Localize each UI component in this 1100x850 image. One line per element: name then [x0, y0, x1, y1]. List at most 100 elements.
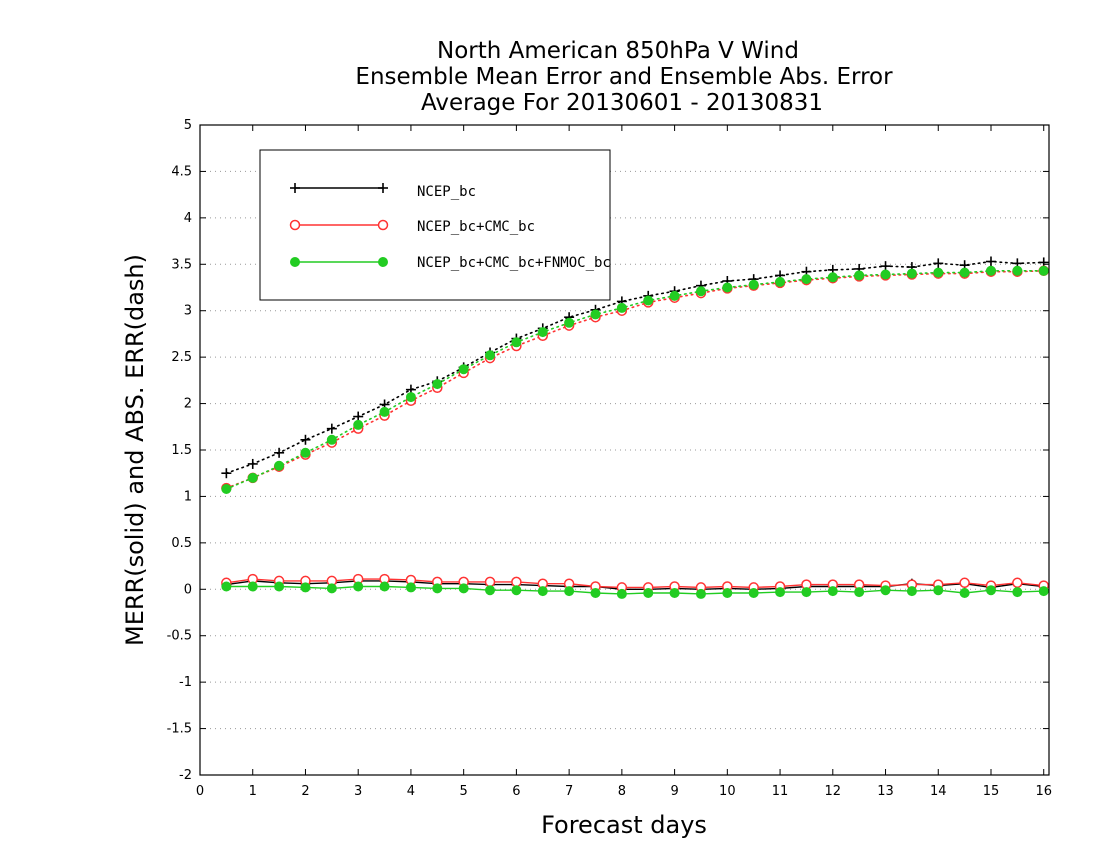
mean-err-point: [537, 586, 548, 597]
mean-err-point: [985, 585, 996, 596]
y-tick-label: 2.5: [171, 350, 192, 365]
abs-err-point: [300, 447, 311, 458]
abs-err-point: [590, 309, 601, 320]
x-tick-label: 0: [196, 784, 204, 799]
abs-err-point: [880, 269, 891, 280]
legend-label-ncep-cmc-fnmoc: NCEP_bc+CMC_bc+FNMOC_bc: [417, 255, 611, 271]
axes: 54.543.532.521.510.50-0.5-1-1.5-20 1 2 3 4 5 6…: [167, 118, 1052, 799]
abs-err-point: [643, 295, 654, 306]
abs-err-point: [458, 364, 469, 375]
abs-err-point: [880, 261, 891, 272]
legend-marker: [290, 183, 300, 193]
y-tick-label: 5: [184, 118, 192, 133]
mean-err-point: [326, 583, 337, 594]
mean-err-point: [643, 588, 654, 598]
mean-err-point: [1038, 586, 1049, 597]
x-tick-label: 10: [719, 784, 736, 799]
mean-err-point: [933, 585, 944, 596]
mean-err-point: [564, 586, 575, 597]
abs-err-point: [432, 379, 443, 390]
abs-err-point: [985, 265, 996, 276]
mean-err-point: [616, 588, 627, 599]
legend-marker: [290, 257, 300, 267]
legend: NCEP_bc NCEP_bc+CMC_bc NCEP_bc+CMC_bc+FN…: [259, 149, 611, 301]
y-tick-label: -1: [179, 675, 192, 690]
abs-err-point: [933, 258, 944, 269]
abs-err-point: [353, 419, 364, 430]
abs-err-point: [748, 279, 759, 290]
title-line-3: Average For 20130601 - 20130831: [421, 90, 823, 116]
x-tick-label: 7: [565, 784, 573, 799]
abs-err-point: [985, 256, 996, 267]
mean-err-point: [405, 582, 416, 593]
abs-err-point: [722, 282, 733, 293]
y-tick-label: 0.5: [171, 536, 192, 551]
mean-err-point: [775, 587, 786, 598]
mean-err-point: [1012, 577, 1023, 589]
series-3: [221, 265, 1049, 599]
abs-err-point: [247, 458, 258, 469]
abs-err-point: [405, 392, 416, 403]
abs-err-point: [1012, 265, 1023, 276]
mean-err-point: [511, 585, 522, 596]
abs-err-point: [616, 302, 627, 313]
mean-err-point: [906, 586, 917, 597]
mean-err-point: [1012, 587, 1023, 598]
legend-marker: [378, 183, 388, 193]
x-tick-label: 15: [983, 784, 1000, 799]
title-line-2: Ensemble Mean Error and Ensemble Abs. Er…: [355, 64, 893, 90]
x-tick-label: 2: [301, 784, 309, 799]
x-tick-label: 1: [249, 784, 257, 799]
y-tick-label: 3: [184, 304, 192, 319]
series-group: [221, 256, 1049, 599]
mean-err-line: [226, 578, 1044, 589]
title-line-1: North American 850hPa V Wind: [437, 38, 799, 64]
abs-err-point: [274, 447, 285, 458]
mean-err-point: [959, 577, 970, 589]
abs-err-point: [695, 286, 706, 297]
y-tick-label: -2: [179, 768, 192, 783]
abs-err-point: [564, 317, 575, 328]
abs-err-point: [854, 270, 865, 281]
x-tick-label: 6: [512, 784, 520, 799]
mean-err-point: [959, 588, 970, 598]
series-1: [221, 256, 1049, 595]
plot-frame: [199, 124, 1050, 776]
abs-err-point: [221, 468, 232, 479]
abs-err-point: [300, 434, 311, 445]
mean-err-point: [511, 576, 522, 588]
abs-err-point: [247, 472, 258, 483]
legend-marker: [377, 219, 389, 231]
abs-err-point: [511, 337, 522, 348]
abs-err-point: [827, 272, 838, 283]
x-tick-label: 4: [407, 784, 415, 799]
mean-err-point: [300, 582, 311, 593]
x-tick-label: 8: [618, 784, 626, 799]
mean-err-point: [274, 581, 285, 592]
abs-err-point: [906, 268, 917, 279]
abs-err-line: [225, 269, 1045, 489]
abs-err-point: [537, 327, 548, 338]
x-tick-label: 3: [354, 784, 362, 799]
y-tick-label: 1.5: [171, 443, 192, 458]
mean-err-point: [458, 583, 469, 594]
legend-label-ncep-cmc: NCEP_bc+CMC_bc: [417, 219, 535, 235]
mean-err-point: [353, 581, 364, 592]
y-tick-label: 4.5: [171, 164, 192, 179]
y-tick-label: 0: [184, 582, 192, 597]
abs-err-point: [326, 434, 337, 445]
abs-err-point: [801, 274, 812, 285]
x-tick-label: 9: [670, 784, 678, 799]
y-tick-label: 4: [184, 211, 192, 226]
x-tick-label: 5: [460, 784, 468, 799]
abs-err-point: [326, 423, 337, 434]
mean-err-point: [722, 588, 733, 598]
mean-err-point: [485, 585, 496, 596]
mean-err-point: [748, 588, 759, 598]
y-tick-label: -0.5: [167, 629, 192, 644]
chart-title: North American 850hPa V Wind Ensemble Me…: [355, 38, 893, 116]
legend-marker: [289, 219, 301, 231]
mean-err-point: [379, 581, 390, 592]
x-tick-label: 12: [825, 784, 842, 799]
mean-err-point: [827, 586, 838, 597]
